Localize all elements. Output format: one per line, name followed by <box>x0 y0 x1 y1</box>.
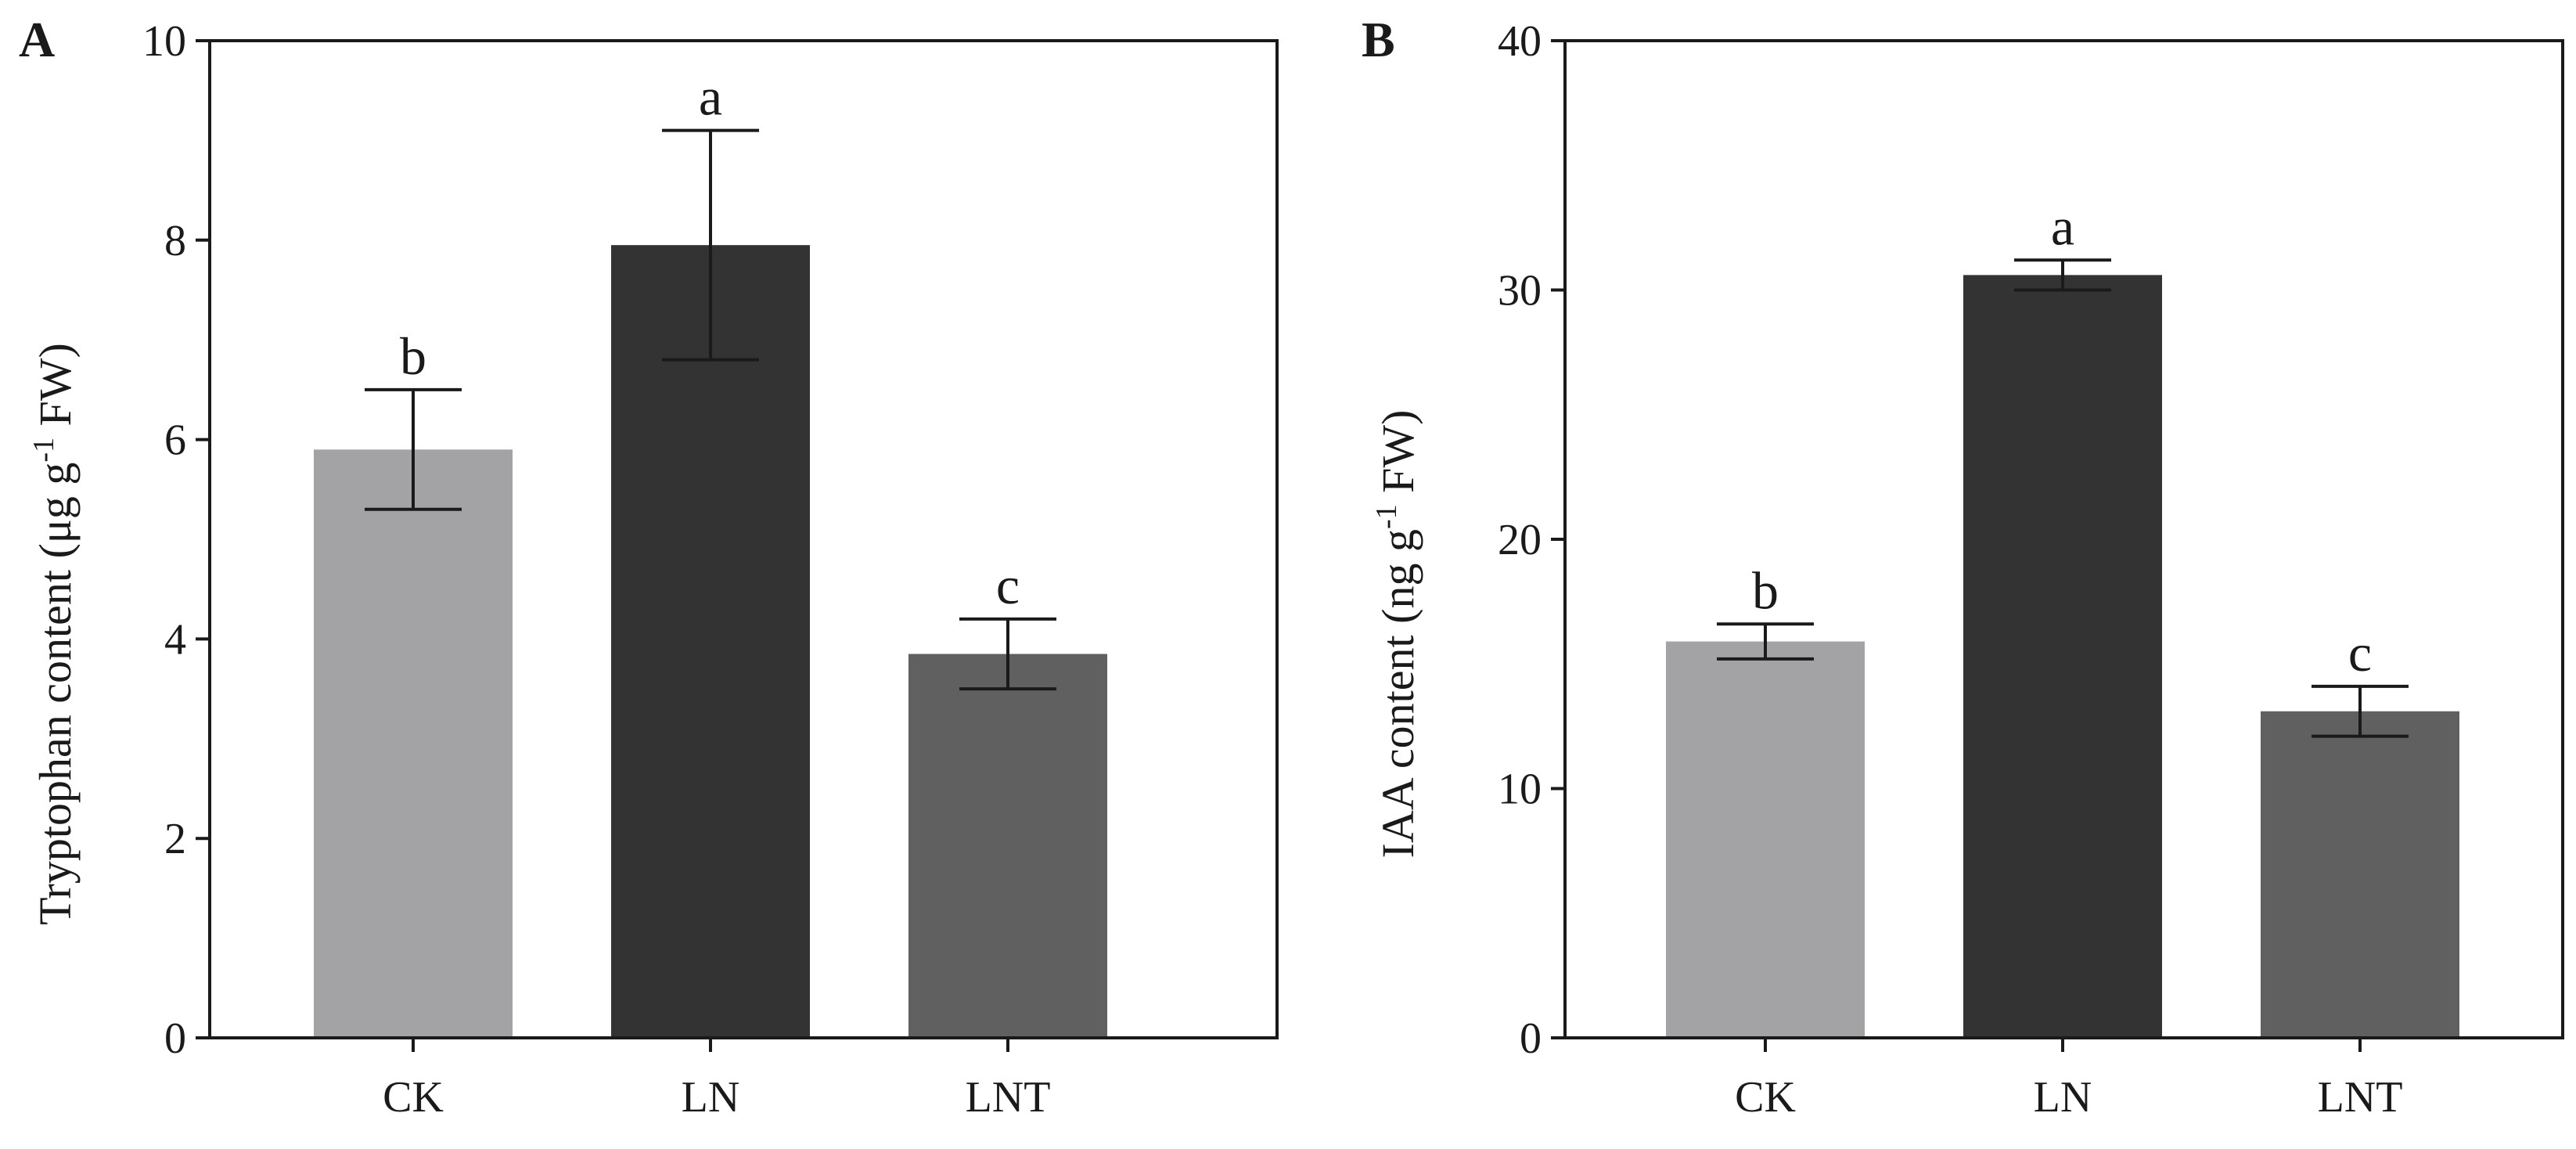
y-tick-label: 40 <box>1498 17 1542 66</box>
y-tick-label: 8 <box>164 217 186 265</box>
y-axis-title: Tryptophan content (μg g-1 FW) <box>27 343 81 925</box>
x-tick-label: CK <box>383 1073 444 1122</box>
significance-label: a <box>699 67 722 127</box>
y-tick-label: 10 <box>142 17 186 66</box>
bar-ln <box>611 245 810 1038</box>
error-bar-lnt <box>959 617 1056 691</box>
error-bar-ck <box>1717 622 1814 661</box>
y-tick-label: 6 <box>164 416 186 465</box>
x-tick-label: LNT <box>2318 1073 2403 1122</box>
panel-b: B IAA content (ng g-1 FW) b a c 0 10 20 30 40 CK… <box>1362 12 2564 1122</box>
bar-ck <box>1666 641 1865 1038</box>
significance-label: c <box>2348 623 2372 683</box>
panel-label: B <box>1362 12 1395 67</box>
y-axis-title: IAA content (ng g-1 FW) <box>1370 410 1423 859</box>
plot-area: b a c 0 10 20 30 40 CK LN LNT <box>1498 17 2564 1122</box>
y-tick-label: 0 <box>164 1014 186 1063</box>
bar-lnt <box>908 654 1107 1038</box>
y-tick-label: 30 <box>1498 267 1542 315</box>
panel-a: A Tryptophan content (μg g-1 FW) b a c 0 2 4 6… <box>19 12 1279 1122</box>
x-tick-label: LNT <box>966 1073 1051 1122</box>
significance-label: c <box>996 556 1020 615</box>
bar-ck <box>314 449 513 1038</box>
x-tick-label: LN <box>2034 1073 2092 1122</box>
error-bar-lnt <box>2312 684 2409 738</box>
x-tick-label: LN <box>682 1073 740 1122</box>
plot-frame <box>208 39 1279 1039</box>
error-bar-ln <box>2014 258 2111 292</box>
significance-label: b <box>1752 560 1779 620</box>
y-tick-label: 4 <box>164 615 186 664</box>
panel-label: A <box>19 12 55 67</box>
plot-area: b a c 0 2 4 6 8 10 CK LN LNT <box>142 17 1279 1122</box>
significance-label: a <box>2051 196 2074 256</box>
bar-ln <box>1963 275 2162 1038</box>
error-bar-ck <box>365 387 462 511</box>
error-bar-ln <box>662 128 759 362</box>
significance-label: b <box>400 326 426 386</box>
y-tick-label: 2 <box>164 815 186 863</box>
y-tick-label: 20 <box>1498 516 1542 564</box>
bar-lnt <box>2261 711 2459 1038</box>
y-tick-label: 10 <box>1498 765 1542 814</box>
y-tick-label: 0 <box>1520 1014 1542 1063</box>
x-tick-label: CK <box>1735 1073 1796 1122</box>
